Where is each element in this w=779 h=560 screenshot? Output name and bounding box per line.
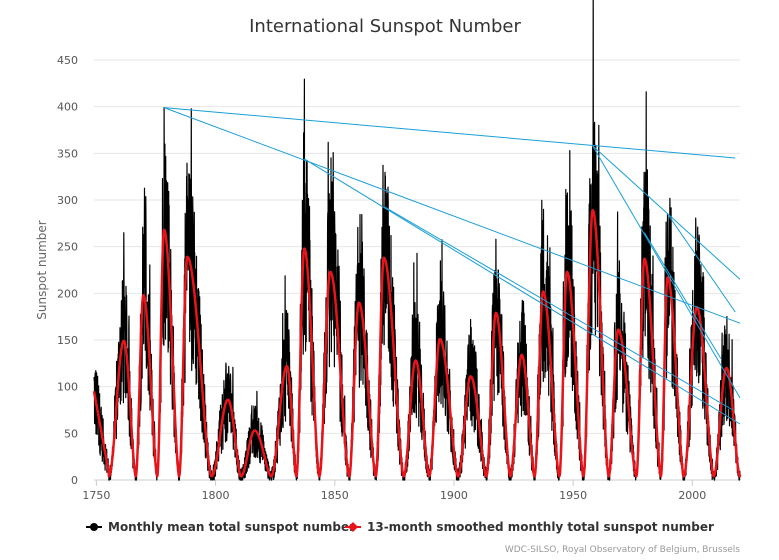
legend-item-smoothed[interactable]: 13-month smoothed monthly total sunspot … [345, 520, 714, 534]
y-tick-label: 350 [57, 147, 78, 160]
x-tick-label: 1850 [321, 489, 349, 502]
y-tick-label: 150 [57, 334, 78, 347]
legend-marker-diamond [348, 522, 358, 532]
series-monthly-line [93, 0, 741, 481]
x-tick-label: 1750 [82, 489, 110, 502]
y-tick-label: 250 [57, 241, 78, 254]
trend-line [643, 232, 722, 359]
trend-line [163, 107, 741, 324]
x-tick-label: 2000 [678, 489, 706, 502]
legend-label-smoothed: 13-month smoothed monthly total sunspot … [367, 520, 714, 534]
trend-line [164, 107, 736, 159]
legend-label-monthly: Monthly mean total sunspot number [108, 520, 355, 534]
y-tick-label: 200 [57, 287, 78, 300]
chart-title: International Sunspot Number [249, 16, 521, 37]
y-tick-label: 450 [57, 54, 78, 67]
y-axis-ticks: 0 50 100 150 200 250 300 350 400 450 [57, 54, 78, 487]
trend-line [383, 206, 734, 411]
y-tick-label: 100 [57, 381, 78, 394]
y-tick-label: 0 [71, 474, 78, 487]
y-tick-label: 50 [64, 427, 78, 440]
x-tick-label: 1800 [202, 489, 230, 502]
trend-line [667, 213, 736, 313]
y-axis-label: Sunspot number [35, 220, 49, 319]
x-tick-label: 1950 [559, 489, 587, 502]
x-axis-ticks: 1750 1800 1850 1900 1950 2000 [82, 480, 706, 502]
x-tick-label: 1900 [440, 489, 468, 502]
legend[interactable]: Monthly mean total sunspot number 13-mon… [86, 520, 714, 534]
credits[interactable]: WDC-SILSO, Royal Observatory of Belgium,… [505, 545, 740, 555]
y-tick-label: 400 [57, 101, 78, 114]
series-smoothed-line [92, 209, 742, 478]
plot-area [92, 0, 742, 481]
trend-line [303, 158, 741, 425]
legend-item-monthly[interactable]: Monthly mean total sunspot number [86, 520, 355, 534]
trend-line [592, 145, 741, 399]
trend-line [592, 145, 741, 280]
legend-marker-circle [90, 523, 98, 531]
y-tick-label: 300 [57, 194, 78, 207]
